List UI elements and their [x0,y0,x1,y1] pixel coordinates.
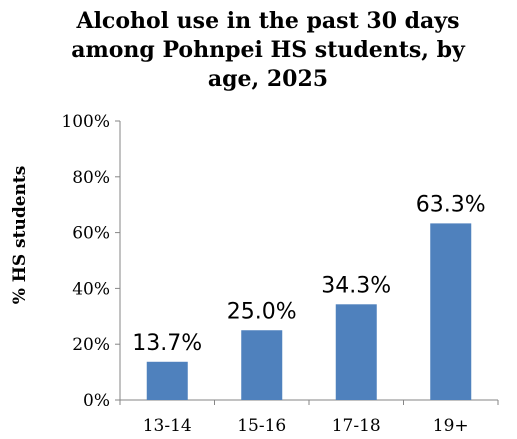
chart-title: Alcohol use in the past 30 days among Poh… [71,8,466,92]
axes: 0% 20% 40% 60% 80% 100% 13-14 15-16 17-18 19+ [61,112,499,436]
data-label-15-16: 25.0% [227,299,297,324]
bar-13-14 [146,361,188,400]
data-label-17-18: 34.3% [321,273,391,298]
y-axis-title: % HS students [10,166,30,305]
data-labels: 13.7% 25.0% 34.3% 63.3% [132,192,485,355]
y-tick-label: 80% [72,168,110,188]
bars [146,223,472,400]
x-tick-label: 17-18 [332,416,381,436]
chart-title-line-3: age, 2025 [208,66,328,92]
chart-title-line-1: Alcohol use in the past 30 days [76,8,460,34]
chart-title-line-2: among Pohnpei HS students, by [71,37,466,63]
x-tick-label: 13-14 [143,416,192,436]
data-label-19+: 63.3% [416,192,486,217]
bar-19+ [430,223,472,400]
y-tick-label: 100% [61,112,110,132]
y-tick-label: 60% [72,224,110,244]
data-label-13-14: 13.7% [132,331,202,356]
bar-17-18 [335,304,377,400]
x-tick-label: 15-16 [237,416,286,436]
x-tick-label: 19+ [433,416,469,436]
bar-15-16 [241,330,283,400]
y-tick-label: 20% [72,335,110,355]
y-tick-label: 40% [72,279,110,299]
y-axis-label: % HS students [10,166,30,305]
y-tick-label: 0% [83,391,110,411]
